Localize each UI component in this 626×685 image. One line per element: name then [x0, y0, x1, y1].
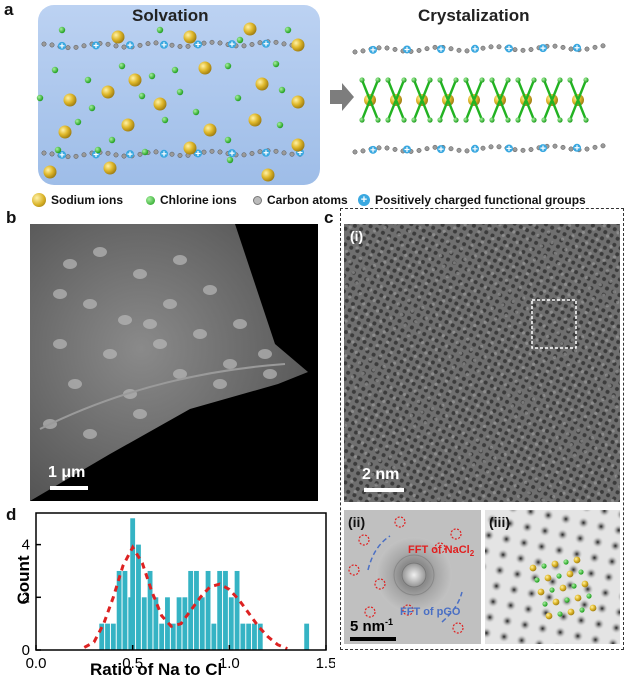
histogram-bar	[159, 623, 165, 650]
arrow-icon	[330, 83, 354, 111]
histogram-bar	[99, 623, 105, 650]
histogram-bar	[122, 570, 128, 650]
legend-positive-groups: + Positively charged functional groups	[358, 193, 586, 207]
panel-label-c: c	[324, 208, 334, 227]
fft-pgo-label: FFT of pGO	[400, 606, 461, 618]
x-axis-label: Ratio of Na to Cl	[90, 660, 223, 679]
histogram-bar	[234, 570, 240, 650]
y-tick-label: 0	[22, 642, 30, 659]
panel-a-illustration	[36, 5, 606, 185]
histogram-bar	[141, 597, 147, 650]
histogram-bar	[240, 623, 246, 650]
simulated-image-iii: (iii)	[485, 510, 620, 644]
carbon-icon	[253, 195, 262, 205]
histogram-bar	[205, 570, 211, 650]
subpanel-label-iii: (iii)	[489, 514, 510, 530]
histogram-bar	[116, 570, 122, 650]
histogram-bar	[304, 623, 310, 650]
fft-nacl-label: FFT of NaCl2	[408, 544, 475, 559]
y-axis-label: Count	[14, 555, 33, 605]
y-tick-label: 4	[22, 537, 30, 554]
subpanel-label-i: (i)	[350, 228, 364, 244]
scalebar-c-i-label: 2 nm	[362, 466, 400, 483]
histogram-bar	[246, 623, 252, 650]
plot-frame	[35, 512, 327, 651]
histogram-bar	[105, 623, 110, 650]
crystalization-title: Crystalization	[418, 6, 530, 25]
stem-image: 1 μm	[30, 224, 318, 501]
fit-curve	[83, 544, 288, 651]
scalebar-c-ii-label: 5 nm-1	[350, 617, 394, 635]
histogram-bar	[211, 623, 217, 650]
legend-chlorine: Chlorine ions	[146, 193, 237, 207]
scalebar-c-ii	[350, 637, 396, 641]
panel-c-frame	[340, 208, 624, 650]
sodium-icon	[32, 193, 46, 207]
histogram-bar	[182, 597, 188, 650]
stem-image-content	[30, 224, 308, 501]
legend-carbon: Carbon atoms	[253, 193, 348, 207]
histogram-bar	[110, 623, 116, 650]
histogram-bar	[136, 544, 141, 650]
panel-label-a: a	[4, 0, 14, 19]
x-tick-label: 0.5	[122, 655, 143, 672]
histogram-bar	[217, 570, 223, 650]
x-tick-label: 1.0	[219, 655, 240, 672]
positive-charge-icon: +	[358, 194, 370, 206]
chlorine-icon	[146, 195, 155, 205]
histogram-bar	[252, 623, 257, 650]
ratio-histogram: 0.0 0.5 1.0 1.5 0 2 4	[22, 512, 335, 672]
histogram-bar	[170, 623, 176, 650]
histogram-bar	[194, 570, 199, 650]
fft-image-ii: (ii) FFT of NaCl2 FFT of pGO 5 nm-1	[344, 510, 481, 644]
fft-pattern	[344, 510, 481, 644]
y-tick-label: 2	[22, 589, 30, 606]
x-tick-label: 1.5	[316, 655, 335, 672]
scalebar-c-i	[364, 488, 404, 492]
histogram-bar	[153, 597, 159, 650]
histogram-bar	[130, 518, 136, 650]
hrtem-image-i: (i) 2 nm	[344, 224, 620, 502]
histogram-bar	[228, 597, 234, 650]
legend-sodium: Sodium ions	[32, 193, 123, 207]
subpanel-label-ii: (ii)	[348, 514, 366, 530]
panel-label-d: d	[6, 505, 17, 524]
histogram-bar	[199, 597, 205, 650]
hrtem-lattice	[344, 224, 620, 502]
solvation-title: Solvation	[132, 6, 209, 25]
histogram-bar	[147, 570, 153, 650]
scalebar-b-label: 1 μm	[48, 464, 86, 481]
histogram-bar	[188, 570, 194, 650]
x-tick-label: 0.0	[26, 655, 47, 672]
histogram-bar	[223, 570, 228, 650]
panel-label-b: b	[6, 208, 17, 227]
simulated-lattice	[485, 510, 620, 644]
histogram-bar	[257, 623, 263, 650]
scalebar-b	[50, 486, 88, 490]
